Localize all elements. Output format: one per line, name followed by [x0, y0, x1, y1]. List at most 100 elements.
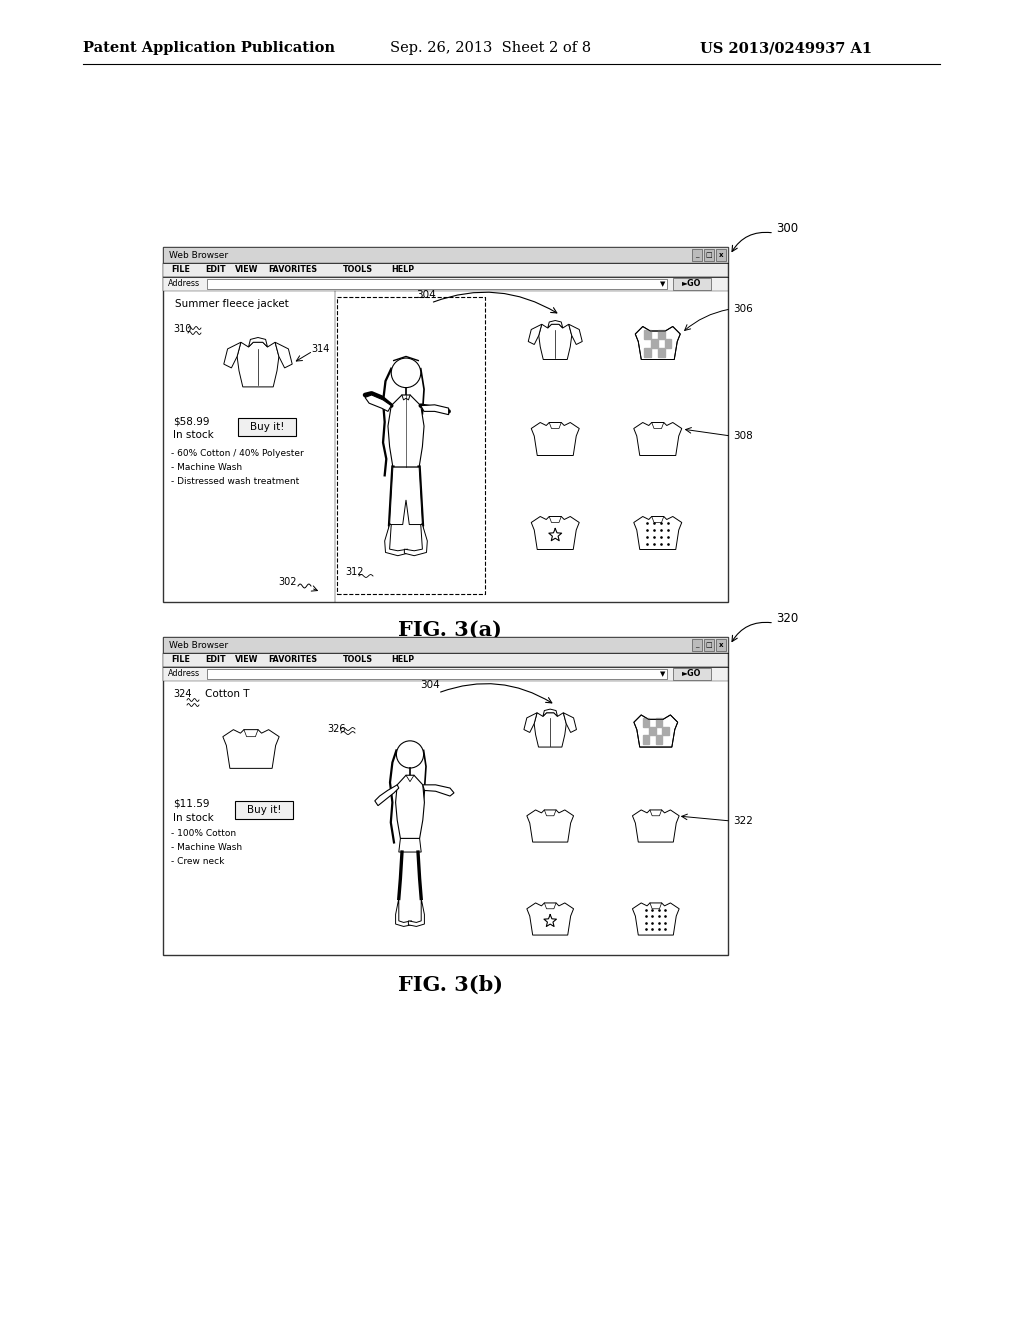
Text: x: x — [719, 642, 723, 648]
Bar — [649, 726, 655, 735]
Text: - 60% Cotton / 40% Polyester: - 60% Cotton / 40% Polyester — [171, 449, 304, 458]
Polygon shape — [385, 524, 408, 556]
Bar — [207, 279, 667, 289]
Text: 304: 304 — [420, 680, 440, 690]
Polygon shape — [531, 422, 580, 455]
Polygon shape — [543, 709, 557, 717]
Text: 304: 304 — [416, 290, 435, 300]
Text: VIEW: VIEW — [234, 265, 258, 275]
Bar — [657, 347, 665, 356]
Text: 312: 312 — [345, 568, 364, 577]
Text: In stock: In stock — [173, 813, 214, 822]
Bar — [163, 667, 728, 681]
Text: □: □ — [706, 642, 713, 648]
Text: _: _ — [695, 642, 698, 648]
Polygon shape — [535, 713, 566, 747]
Polygon shape — [528, 325, 542, 345]
Polygon shape — [633, 903, 679, 935]
Polygon shape — [634, 422, 682, 455]
Bar — [234, 801, 293, 818]
Bar — [644, 347, 651, 356]
Text: Buy it!: Buy it! — [250, 422, 285, 432]
Polygon shape — [365, 395, 391, 412]
Text: TOOLS: TOOLS — [343, 265, 373, 275]
Bar — [163, 638, 728, 653]
Text: EDIT: EDIT — [205, 656, 225, 664]
Polygon shape — [375, 785, 398, 805]
Text: Address: Address — [168, 669, 200, 678]
Bar — [692, 249, 702, 261]
Text: - Machine Wash: - Machine Wash — [171, 463, 242, 473]
Bar — [655, 735, 663, 744]
Text: 302: 302 — [278, 577, 297, 587]
Bar — [705, 249, 714, 261]
Bar — [163, 638, 728, 954]
Bar — [692, 639, 702, 651]
Polygon shape — [526, 810, 573, 842]
Polygon shape — [249, 338, 267, 347]
Bar — [337, 297, 485, 594]
Text: □: □ — [706, 252, 713, 257]
Bar — [655, 718, 663, 726]
Text: VIEW: VIEW — [234, 656, 258, 664]
Text: 306: 306 — [733, 304, 753, 314]
Polygon shape — [395, 899, 412, 927]
Text: Sep. 26, 2013  Sheet 2 of 8: Sep. 26, 2013 Sheet 2 of 8 — [390, 41, 591, 55]
Text: FILE: FILE — [171, 656, 189, 664]
Text: 322: 322 — [733, 816, 753, 826]
Text: Summer fleece jacket: Summer fleece jacket — [175, 300, 289, 309]
Text: FAVORITES: FAVORITES — [268, 656, 317, 664]
Bar — [673, 668, 711, 680]
Text: - Crew neck: - Crew neck — [171, 857, 224, 866]
Text: EDIT: EDIT — [205, 265, 225, 275]
Text: FIG. 3(b): FIG. 3(b) — [397, 975, 503, 995]
Bar — [673, 279, 711, 290]
Text: - Distressed wash treatment: - Distressed wash treatment — [171, 477, 299, 486]
Text: ▼: ▼ — [660, 671, 666, 677]
Bar — [163, 263, 728, 277]
Polygon shape — [223, 730, 280, 768]
Text: 314: 314 — [311, 345, 330, 354]
Bar — [657, 330, 665, 338]
Text: HELP: HELP — [391, 265, 414, 275]
Text: Patent Application Publication: Patent Application Publication — [83, 41, 335, 55]
Circle shape — [396, 741, 424, 768]
Text: Web Browser: Web Browser — [169, 251, 228, 260]
Text: - 100% Cotton: - 100% Cotton — [171, 829, 237, 838]
Text: ►GO: ►GO — [682, 280, 701, 289]
Bar — [238, 418, 296, 436]
Polygon shape — [531, 516, 580, 549]
Polygon shape — [563, 713, 577, 733]
Text: TOOLS: TOOLS — [343, 656, 373, 664]
Bar — [163, 277, 728, 290]
Text: FILE: FILE — [171, 265, 189, 275]
Bar — [644, 330, 651, 338]
Bar — [163, 247, 728, 602]
Text: _: _ — [695, 252, 698, 257]
Text: US 2013/0249937 A1: US 2013/0249937 A1 — [700, 41, 872, 55]
Text: ▼: ▼ — [660, 281, 666, 286]
Polygon shape — [539, 325, 571, 359]
Polygon shape — [633, 810, 679, 842]
Circle shape — [391, 358, 421, 388]
Text: - Machine Wash: - Machine Wash — [171, 843, 242, 851]
Polygon shape — [423, 785, 454, 796]
Text: Buy it!: Buy it! — [247, 805, 282, 814]
Polygon shape — [634, 516, 682, 549]
Text: 326: 326 — [327, 723, 345, 734]
Text: Web Browser: Web Browser — [169, 640, 228, 649]
Polygon shape — [524, 713, 537, 733]
Bar — [665, 338, 672, 347]
Polygon shape — [224, 342, 241, 368]
Text: 300: 300 — [776, 223, 798, 235]
Polygon shape — [634, 715, 678, 747]
Text: Address: Address — [168, 280, 200, 289]
Bar — [207, 669, 667, 678]
Bar — [705, 639, 714, 651]
Text: ►GO: ►GO — [682, 669, 701, 678]
Bar — [716, 639, 726, 651]
Bar — [163, 247, 728, 263]
Text: $58.99: $58.99 — [173, 416, 210, 426]
Text: 324: 324 — [173, 689, 191, 700]
Polygon shape — [389, 467, 422, 524]
